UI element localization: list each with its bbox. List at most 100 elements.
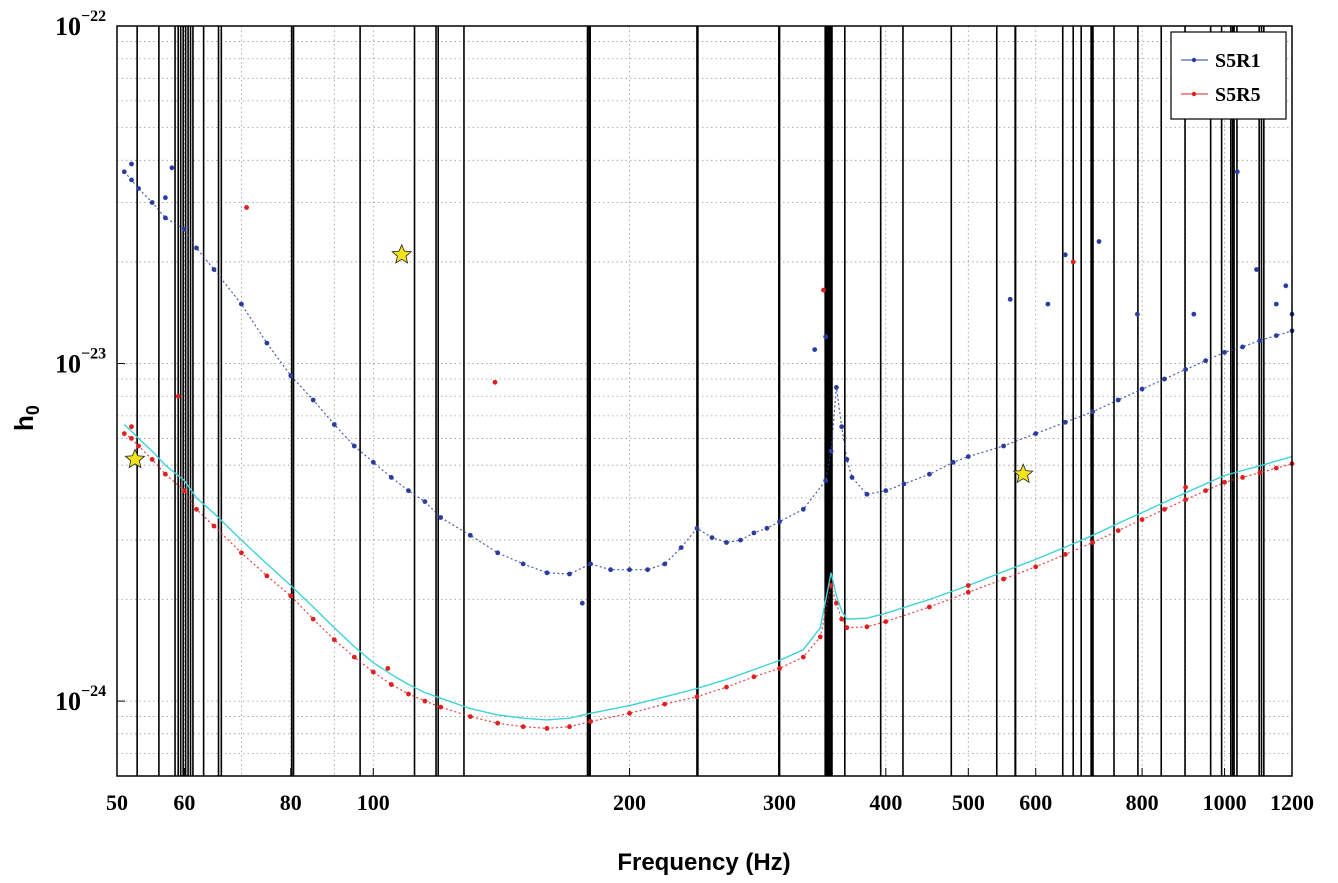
series-s5r1-point — [406, 488, 411, 494]
series-s5r1-point — [1090, 409, 1096, 415]
series-s5r5-point — [406, 691, 411, 697]
series-s5r5-point — [777, 666, 782, 671]
x-tick-label: 1200 — [1270, 790, 1314, 815]
series-s5r5-point — [662, 701, 668, 707]
plot-frame — [116, 25, 1293, 777]
series-s5r1-point — [950, 459, 956, 465]
y-tick-exponent: −24 — [81, 683, 106, 700]
series-s5r1-point — [1139, 386, 1145, 392]
series-s5r1-point — [839, 424, 845, 430]
outlier-point — [1096, 239, 1102, 244]
x-tick-label: 600 — [1019, 790, 1052, 815]
vertical-lines — [136, 26, 1265, 776]
series-s5r5-point — [751, 674, 757, 680]
outlier-point — [579, 600, 585, 606]
series-s5r1-point — [834, 385, 839, 390]
series-s5r1-point — [800, 506, 806, 512]
series-s5r1-point — [331, 422, 337, 427]
series-s5r1-point — [1115, 397, 1121, 403]
x-tick-label: 500 — [952, 790, 985, 815]
series-s5r1-point — [1273, 333, 1279, 338]
series-cyan-line — [123, 423, 1293, 721]
outlier-point — [965, 583, 971, 588]
series-s5r1-point — [608, 567, 613, 573]
x-tick-label: 1000 — [1203, 790, 1247, 815]
series-s5r1-point — [163, 215, 168, 221]
series-s5r5-point — [194, 506, 199, 512]
series-s5r1-point — [828, 448, 834, 454]
series-s5r1-point — [239, 301, 244, 307]
series-s5r1-point — [544, 570, 550, 576]
series-s5r5-point — [1183, 497, 1188, 503]
series-s5r5-point — [288, 593, 294, 599]
star-marker — [391, 243, 413, 264]
series-s5r5-point — [239, 550, 244, 556]
series-s5r1-point — [627, 567, 632, 573]
series-s5r5-point — [121, 431, 127, 436]
y-axis-label-subscript: 0 — [23, 405, 43, 415]
series-s5r5-point — [351, 654, 357, 660]
outlier-point — [244, 205, 250, 210]
series-s5r5 — [121, 431, 1295, 731]
series-s5r5-point — [1273, 465, 1279, 471]
series-s5r1-point — [121, 169, 127, 175]
outlier-point — [1045, 301, 1051, 307]
series-s5r5-point — [1033, 564, 1039, 570]
series-s5r1-point — [1001, 443, 1006, 449]
series-s5r1-point — [1033, 431, 1039, 436]
series-s5r1-point — [520, 561, 526, 567]
y-tick-exponent: −23 — [81, 346, 106, 363]
y-tick-label: 10−23 — [55, 346, 106, 379]
series-s5r1-point — [849, 475, 855, 480]
series-s5r1-point — [1203, 358, 1208, 364]
series-s5r1-point — [927, 471, 932, 477]
x-axis-ticks: 50 60 80 100 200 300 400 500 600 800 1000 1200 — [106, 768, 1314, 815]
series-s5r5-point — [129, 436, 134, 441]
outlier-point — [129, 424, 134, 430]
series-s5r5-point — [467, 714, 473, 719]
series-s5r5-point — [588, 719, 593, 724]
series-s5r1-point — [1240, 344, 1245, 350]
outlier-point — [1007, 296, 1013, 302]
y-tick-label: 10−24 — [55, 683, 106, 716]
series-s5r1-point — [694, 525, 700, 531]
legend-s5r5-marker — [1191, 91, 1197, 97]
legend-s5r5-label: S5R5 — [1215, 84, 1261, 106]
series-s5r5-point — [438, 704, 444, 710]
series-s5r1-point — [965, 454, 971, 459]
series-s5r5-point — [965, 589, 971, 595]
legend-item-s5r5: S5R5 — [1181, 84, 1261, 106]
outlier-point — [492, 379, 498, 385]
series-s5r1-point — [588, 561, 593, 567]
series-s5r1-point — [645, 567, 650, 573]
series-s5r1 — [121, 169, 1295, 577]
series-s5r1-point — [777, 519, 782, 525]
x-tick-label: 200 — [613, 790, 646, 815]
highlight-stars — [124, 243, 1034, 484]
series-s5r5-point — [1139, 517, 1145, 522]
outlier-point — [1062, 252, 1068, 258]
series-s5r5-point — [1115, 528, 1121, 533]
legend-s5r1-label: S5R1 — [1215, 50, 1261, 72]
series-s5r5-point — [1001, 576, 1006, 582]
legend-s5r1-marker — [1191, 57, 1197, 63]
series-s5r5-point — [149, 457, 155, 462]
series-s5r1-point — [1062, 419, 1068, 425]
series-cyan — [123, 423, 1293, 721]
series-s5r1-point — [422, 499, 428, 504]
outlier-point — [129, 161, 134, 167]
series-s5r5-point — [1257, 470, 1263, 476]
outlier-point — [1135, 311, 1140, 317]
outlier-point — [1070, 259, 1076, 265]
star-marker — [1012, 463, 1034, 484]
series-s5r1-point — [764, 525, 770, 531]
x-tick-label: 800 — [1126, 790, 1159, 815]
y-tick-exponent: −22 — [81, 8, 106, 25]
series-s5r1-point — [136, 186, 141, 191]
x-tick-label: 300 — [763, 790, 796, 815]
series-s5r5-point — [927, 604, 932, 610]
y-tick-base: 10 — [55, 350, 81, 379]
series-s5r5-point — [800, 654, 806, 660]
series-s5r5-point — [495, 720, 501, 726]
series-s5r1-point — [495, 550, 501, 556]
